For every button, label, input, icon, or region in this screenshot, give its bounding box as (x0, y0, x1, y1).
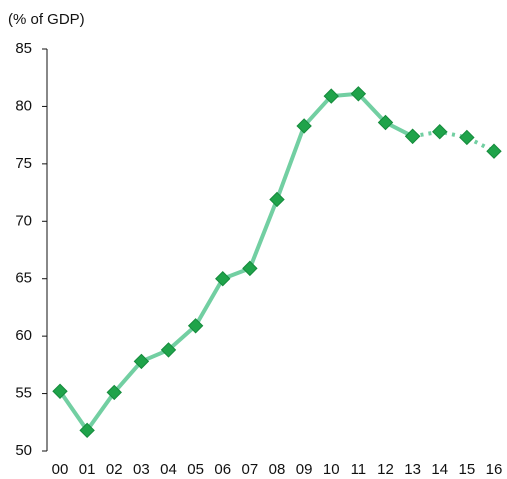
x-tick-label: 07 (242, 461, 259, 478)
x-tick-label: 12 (377, 461, 394, 478)
marker (269, 191, 285, 208)
x-tick-label: 16 (486, 461, 503, 478)
x-tick-label: 14 (431, 461, 448, 478)
marker (350, 86, 367, 102)
marker (323, 88, 339, 104)
x-tick-label: 09 (296, 461, 313, 478)
line (412, 129, 495, 154)
marker (79, 422, 95, 439)
marker (106, 384, 122, 401)
line (58, 91, 414, 433)
x-tick-label: 10 (323, 461, 340, 478)
y-tick-label: 50 (15, 442, 32, 459)
y-axis-label: (% of GDP) (8, 11, 85, 28)
x-tick-label: 11 (351, 461, 367, 478)
x-tick-label: 13 (404, 461, 421, 478)
marker (377, 114, 394, 131)
y-tick-label: 65 (15, 270, 32, 287)
x-tick-label: 01 (79, 461, 96, 478)
x-tick-label: 15 (459, 461, 476, 478)
marker (459, 129, 475, 146)
x-tick-label: 02 (106, 461, 123, 478)
y-tick-label: 85 (15, 40, 32, 57)
x-tick-label: 08 (269, 461, 286, 478)
x-tick-label: 04 (160, 461, 177, 478)
marker (242, 260, 258, 277)
y-tick-label: 60 (15, 327, 32, 344)
x-tick-label: 06 (214, 461, 231, 478)
marker (215, 271, 231, 287)
marker (160, 342, 177, 358)
marker (133, 353, 150, 370)
marker (404, 128, 421, 144)
y-tick-label: 80 (15, 97, 32, 114)
marker (432, 123, 448, 140)
marker (296, 118, 312, 134)
x-tick-label: 05 (187, 461, 204, 478)
y-tick-label: 70 (15, 212, 32, 229)
x-tick-label: 00 (52, 461, 69, 478)
x-tick-label: 03 (133, 461, 150, 478)
y-tick-label: 55 (15, 385, 32, 402)
marker (187, 318, 204, 334)
marker (52, 383, 68, 399)
y-tick-label: 75 (15, 155, 32, 172)
marker (486, 143, 502, 159)
